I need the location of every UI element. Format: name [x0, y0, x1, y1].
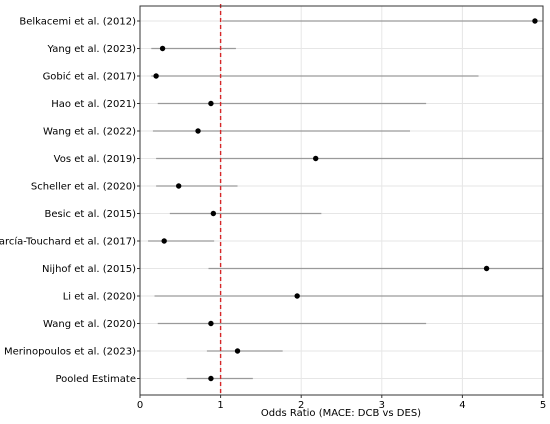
point-estimate	[313, 155, 319, 162]
label-layer: Belkacemi et al. (2012) Yang et al. (2023…	[0, 17, 546, 412]
interval-layer	[148, 20, 543, 380]
study-label: Li et al. (2020)	[63, 292, 136, 303]
study-label: Merinopoulos et al. (2023)	[4, 347, 136, 358]
point-layer	[153, 18, 538, 382]
x-tick-label: 1	[217, 400, 223, 411]
point-estimate	[208, 375, 214, 382]
study-label: Belkacemi et al. (2012)	[19, 17, 136, 28]
study-label: Scheller et al. (2020)	[31, 182, 136, 193]
point-estimate	[208, 320, 214, 327]
x-axis-label: Odds Ratio (MACE: DCB vs DES)	[261, 408, 421, 419]
grid-layer	[139, 6, 544, 395]
point-estimate	[153, 73, 159, 79]
x-tick-label: 0	[137, 400, 143, 411]
point-estimate	[208, 100, 214, 107]
study-label: Besic et al. (2015)	[45, 209, 137, 220]
point-estimate	[294, 293, 300, 299]
study-label: Vos et al. (2019)	[54, 154, 136, 165]
study-label: Nijhof et al. (2015)	[42, 264, 136, 275]
x-tick-label: 4	[459, 400, 465, 411]
point-estimate	[210, 210, 217, 217]
study-label: Gobić et al. (2017)	[43, 71, 137, 83]
axis-layer	[137, 5, 544, 398]
point-estimate	[175, 183, 182, 189]
plot-frame	[139, 5, 544, 396]
point-estimate	[532, 18, 538, 24]
study-label: Wang et al. (2022)	[43, 127, 136, 138]
study-label: Yang et al. (2023)	[47, 44, 137, 55]
point-estimate	[159, 45, 166, 52]
point-estimate	[161, 238, 167, 244]
study-label: Wang et al. (2020)	[43, 319, 136, 330]
study-label: Hao et al. (2021)	[51, 99, 136, 110]
x-tick-label: 2	[298, 400, 304, 411]
study-label: García-Touchard et al. (2017)	[0, 236, 136, 248]
point-estimate	[483, 265, 490, 272]
x-tick-label: 3	[379, 400, 385, 411]
study-label: Pooled Estimate	[55, 374, 136, 385]
point-estimate	[195, 128, 201, 134]
point-estimate	[234, 348, 241, 354]
x-tick-label: 5	[540, 400, 546, 411]
